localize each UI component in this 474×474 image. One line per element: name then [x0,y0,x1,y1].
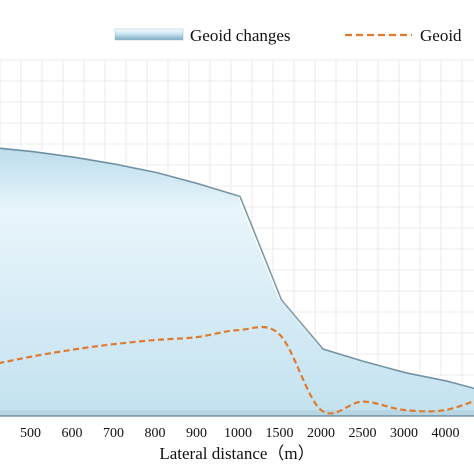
geoid-changes-shadow-edge [0,147,474,390]
x-tick-label: 700 [103,426,124,441]
area-series [0,145,474,417]
legend: Geoid changes Geoid [114,26,462,45]
x-tick-label: 1500 [266,426,294,441]
x-tick-label: 2000 [307,426,335,441]
x-axis: 500 600 700 800 900 1000 1500 2000 2500 3000 4000 [20,426,460,441]
baseline-band [0,410,474,416]
x-tick-label: 900 [186,426,207,441]
x-tick-label: 4000 [432,426,460,441]
x-tick-label: 600 [62,426,83,441]
x-tick-label: 500 [20,426,41,441]
x-tick-label: 1000 [224,426,252,441]
geoid-changes-top-edge [0,145,474,388]
line-series [0,325,474,415]
x-tick-label: 2500 [349,426,377,441]
geoid-changes-area [0,146,474,410]
legend-label-area: Geoid changes [190,26,291,45]
x-tick-label: 800 [145,426,166,441]
x-tick-label: 3000 [390,426,418,441]
geoid-dashed-line [0,325,474,415]
legend-swatch-area [114,28,184,41]
x-axis-title: Lateral distance（m） [159,444,314,463]
legend-label-line: Geoid [420,26,462,45]
